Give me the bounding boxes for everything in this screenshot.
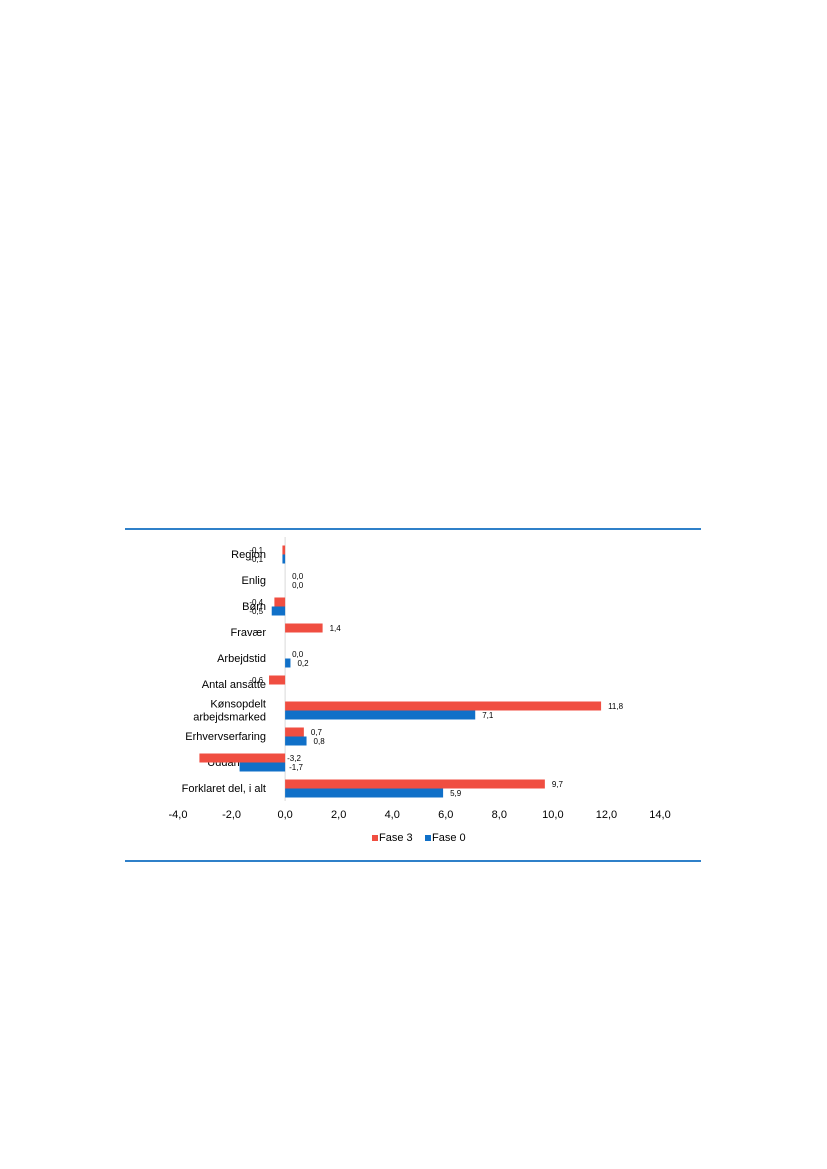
top-rule bbox=[125, 528, 701, 530]
bar-fase-3 bbox=[274, 597, 286, 607]
bar-fase-3 bbox=[285, 623, 323, 633]
data-label-fase-3: -3,2 bbox=[287, 754, 301, 763]
data-label-fase-3: -0,1 bbox=[249, 546, 263, 555]
category-label: Region bbox=[231, 549, 266, 561]
bar-fase-3 bbox=[269, 675, 286, 685]
x-tick-label: 12,0 bbox=[596, 809, 617, 821]
category-label: Enlig bbox=[242, 575, 266, 587]
data-label-fase-3: 0,0 bbox=[292, 572, 304, 581]
bar-fase-0 bbox=[285, 710, 476, 720]
bar-fase-3 bbox=[285, 727, 304, 737]
data-label-fase-0: 0,0 bbox=[292, 581, 304, 590]
bar-fase-0 bbox=[282, 554, 286, 564]
data-label-fase-3: 0,0 bbox=[292, 650, 304, 659]
data-label-fase-0: -0,5 bbox=[249, 607, 263, 616]
bar-fase-0 bbox=[285, 658, 291, 668]
x-tick-label: -4,0 bbox=[169, 809, 188, 821]
data-label-fase-0: -0,1 bbox=[249, 555, 263, 564]
bar-fase-3 bbox=[199, 753, 286, 763]
x-tick-label: 8,0 bbox=[492, 809, 507, 821]
legend-label-fase-3: Fase 3 bbox=[379, 832, 413, 844]
bar-fase-3 bbox=[285, 701, 602, 711]
data-label-fase-3: -0,6 bbox=[249, 676, 263, 685]
x-tick-label: 2,0 bbox=[331, 809, 346, 821]
bar-fase-3 bbox=[282, 545, 286, 555]
x-tick-label: 10,0 bbox=[542, 809, 563, 821]
data-label-fase-3: -0,4 bbox=[249, 598, 263, 607]
bar-fase-0 bbox=[239, 762, 286, 772]
data-label-fase-3: 0,7 bbox=[311, 728, 323, 737]
category-label: Forklaret del, i alt bbox=[182, 783, 266, 795]
category-label: Børn bbox=[242, 601, 266, 613]
category-label: Kønsopdelt arbejdsmarked bbox=[193, 699, 266, 724]
legend-swatch-fase-3 bbox=[372, 835, 378, 841]
x-tick-label: 6,0 bbox=[438, 809, 453, 821]
bar-fase-0 bbox=[271, 606, 286, 616]
category-label: Antal ansatte bbox=[202, 679, 266, 691]
data-label-fase-3: 1,4 bbox=[330, 624, 342, 633]
bar-fase-0 bbox=[285, 736, 307, 746]
category-label: Fravær bbox=[231, 627, 267, 639]
data-label-fase-3: 11,8 bbox=[608, 702, 624, 711]
bottom-rule bbox=[125, 860, 701, 862]
category-label: Arbejdstid bbox=[217, 653, 266, 665]
bar-fase-3 bbox=[285, 779, 545, 789]
x-tick-label: 4,0 bbox=[385, 809, 400, 821]
data-label-fase-0: 5,9 bbox=[450, 789, 462, 798]
x-tick-label: -2,0 bbox=[222, 809, 241, 821]
bar-fase-0 bbox=[285, 788, 444, 798]
data-label-fase-0: -1,7 bbox=[289, 763, 303, 772]
data-label-fase-3: 9,7 bbox=[552, 780, 564, 789]
legend-swatch-fase-0 bbox=[425, 835, 431, 841]
x-tick-label: 0,0 bbox=[277, 809, 292, 821]
data-label-fase-0: 0,8 bbox=[314, 737, 326, 746]
category-label: Erhvervserfaring bbox=[185, 731, 266, 743]
legend-label-fase-0: Fase 0 bbox=[432, 832, 466, 844]
x-tick-label: 14,0 bbox=[649, 809, 670, 821]
data-label-fase-0: 7,1 bbox=[482, 711, 494, 720]
data-label-fase-0: 0,2 bbox=[297, 659, 309, 668]
